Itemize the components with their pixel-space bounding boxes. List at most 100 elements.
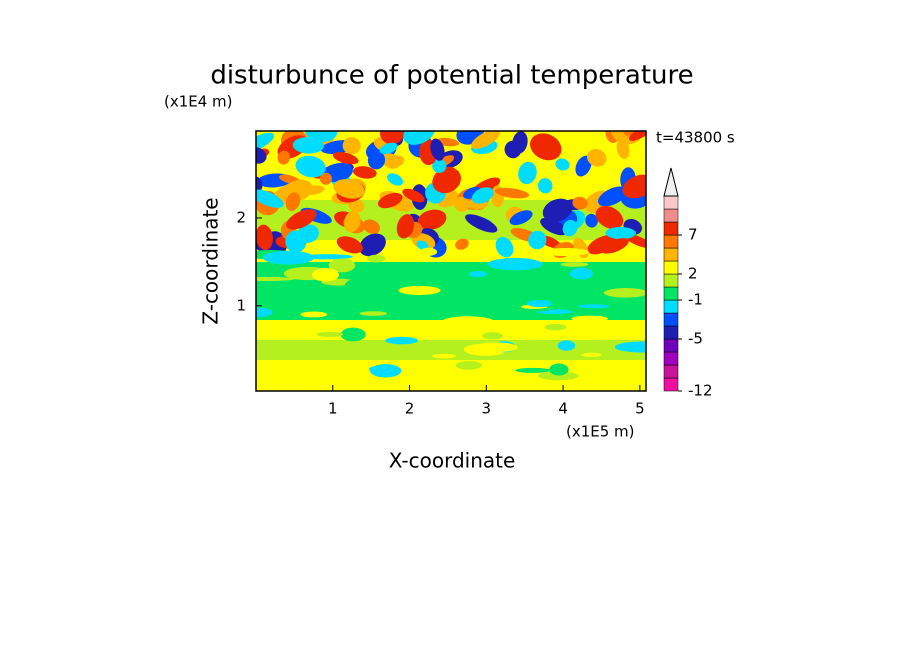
contour-fill xyxy=(603,288,646,298)
contour-fill xyxy=(285,230,307,253)
contour-fill xyxy=(344,210,361,233)
contour-fill xyxy=(416,240,429,250)
colorbar-box xyxy=(663,325,679,340)
colorbar-box xyxy=(663,299,679,314)
contour-fill xyxy=(542,198,573,222)
annotation: t=43800 s xyxy=(656,129,735,147)
contour-fill xyxy=(295,155,326,178)
contour-fill xyxy=(277,150,290,165)
contour-fill xyxy=(333,179,365,199)
contour-fill xyxy=(256,307,273,318)
plot-frame xyxy=(255,130,647,392)
colorbar-box xyxy=(663,312,679,327)
chart-title: disturbunce of potential temperature xyxy=(210,61,693,91)
contour-fill xyxy=(402,188,425,203)
colorbar-box xyxy=(663,208,679,223)
contour-fill xyxy=(342,137,361,155)
colorbar-box xyxy=(663,234,679,249)
contour-fill xyxy=(560,262,589,267)
colorbar-label: 7 xyxy=(688,226,698,244)
contour-fill xyxy=(537,178,553,194)
contour-fill xyxy=(571,315,609,322)
colorbar-box xyxy=(663,221,679,236)
contour-fill xyxy=(286,209,317,230)
contour-fill xyxy=(482,332,503,340)
contour-fill xyxy=(512,131,528,154)
contour-fill xyxy=(340,327,366,342)
contour-fill xyxy=(256,340,646,360)
contour-fill xyxy=(597,186,628,207)
contour-fill xyxy=(572,196,588,210)
contour-fill xyxy=(256,147,267,164)
contour-fill xyxy=(396,214,415,239)
contour-fill xyxy=(328,258,356,273)
x-unit: (x1E5 m) xyxy=(566,423,635,441)
colorbar-box xyxy=(663,351,679,366)
contour-fill xyxy=(292,137,324,154)
contour-fill xyxy=(509,210,533,226)
contour-fill xyxy=(432,353,456,359)
contour-fill xyxy=(359,311,388,316)
contour-fill xyxy=(515,367,551,373)
y-axis-label: Z-coordinate xyxy=(199,197,223,324)
x-tick-label: 3 xyxy=(482,400,492,418)
x-tick-label: 5 xyxy=(635,400,645,418)
contour-field xyxy=(256,131,646,391)
colorbar-box xyxy=(663,247,679,262)
contour-fill xyxy=(388,155,405,167)
colorbar-box xyxy=(663,377,679,392)
contour-fill xyxy=(362,219,381,234)
contour-fill xyxy=(300,311,328,318)
contour-fill xyxy=(628,131,646,141)
contour-fill xyxy=(311,268,340,282)
colorbar-label: -12 xyxy=(688,382,713,400)
contour-fill xyxy=(587,148,607,167)
contour-fill xyxy=(432,167,461,194)
contour-fill xyxy=(417,209,447,230)
contour-fill xyxy=(256,360,646,391)
x-tick-label: 4 xyxy=(558,400,568,418)
contour-fill xyxy=(600,238,629,254)
contour-fill xyxy=(256,224,273,251)
contour-fill xyxy=(475,342,518,353)
contour-fill xyxy=(403,131,436,145)
contour-fill xyxy=(541,248,589,257)
contour-fill xyxy=(569,267,593,280)
contour-fill xyxy=(344,278,372,292)
contour-fill xyxy=(465,214,498,233)
contour-fill xyxy=(587,235,617,255)
contour-fill xyxy=(398,285,441,295)
contour-fill xyxy=(387,173,404,186)
contour-fill xyxy=(605,226,636,240)
contour-fill xyxy=(453,196,470,212)
contour-fill xyxy=(367,150,386,170)
contour-fill xyxy=(502,327,546,336)
contour-fill xyxy=(430,138,445,161)
x-tick-label: 1 xyxy=(328,400,338,418)
colorbar-box xyxy=(663,286,679,301)
contour-fill xyxy=(495,236,514,258)
contour-fill xyxy=(285,192,301,211)
colorbar-box xyxy=(663,338,679,353)
contour-fill xyxy=(518,161,537,185)
contour-fill xyxy=(316,331,344,337)
contour-fill xyxy=(379,142,398,155)
contour-fill xyxy=(622,174,646,199)
contour-fill xyxy=(471,187,494,204)
contour-fill xyxy=(441,316,495,328)
colorbar-label: -5 xyxy=(688,330,703,348)
contour-fill xyxy=(377,192,403,209)
contour-fill xyxy=(616,139,630,160)
contour-fill xyxy=(562,219,578,237)
contour-fill xyxy=(256,277,295,282)
colorbar-label: 2 xyxy=(688,265,698,283)
contour-fill xyxy=(581,352,602,357)
contour-fill xyxy=(370,364,402,378)
contour-fill xyxy=(575,155,592,177)
contour-fill xyxy=(540,217,568,236)
contour-fill xyxy=(385,336,419,345)
contour-fill xyxy=(494,187,530,199)
colorbar-box xyxy=(663,260,679,275)
contour-fill xyxy=(537,371,579,381)
contour-fill xyxy=(471,131,501,149)
